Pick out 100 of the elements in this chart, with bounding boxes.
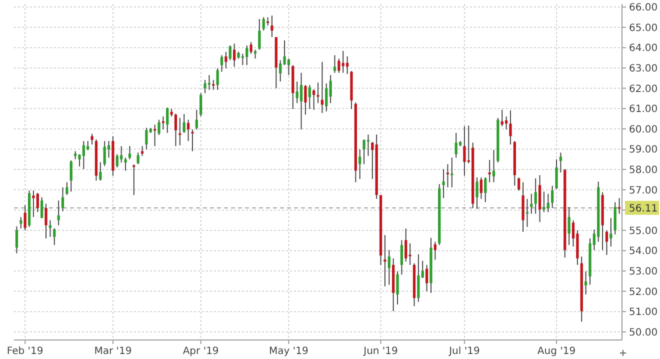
candlestick [421, 260, 424, 279]
candlestick [200, 92, 202, 117]
candlestick [488, 159, 491, 183]
candlestick [454, 132, 458, 158]
y-tick-label: 52.00 [629, 286, 658, 298]
y-tick-label: 62.00 [629, 84, 658, 95]
candlestick [384, 234, 386, 287]
candlestick [446, 164, 450, 188]
candlestick [480, 176, 483, 200]
candlestick [182, 114, 186, 134]
candlestick [57, 200, 60, 226]
candlestick [610, 217, 612, 248]
candlestick [24, 204, 26, 231]
candlestick [212, 79, 215, 90]
candlestick [551, 185, 554, 209]
candlestick [287, 58, 290, 76]
candlestick [20, 216, 22, 230]
x-tick-label: Aug '19 [537, 346, 576, 357]
candlestick [388, 250, 390, 286]
y-tick-label: 53.00 [629, 266, 658, 278]
candlestick [103, 140, 106, 167]
candlestick [120, 146, 123, 164]
candlestick [178, 117, 182, 146]
candlestick [246, 44, 248, 66]
y-tick-label: 57.00 [629, 185, 658, 196]
y-tick-label: 65.00 [629, 22, 658, 34]
candlestick [568, 206, 570, 246]
candlestick [61, 186, 64, 212]
candlestick [40, 196, 44, 219]
y-tick-label: 59.00 [629, 144, 658, 156]
candlestick [204, 79, 206, 94]
candlestick [325, 82, 328, 112]
candlestick [614, 202, 616, 235]
candlestick [329, 74, 332, 104]
candlestick [404, 228, 408, 262]
candlestick [338, 58, 340, 74]
candlestick [216, 68, 219, 90]
candlestick [463, 126, 466, 176]
candlestick [333, 54, 336, 74]
candlestick [191, 128, 194, 152]
candlestick [316, 82, 320, 104]
candlestick [186, 119, 190, 142]
y-tick-label: 63.00 [629, 63, 658, 74]
candlestick [371, 142, 374, 180]
candlestick [518, 177, 520, 192]
y-tick-label: 54.00 [629, 246, 658, 258]
candlestick [82, 140, 85, 170]
candlestick [258, 18, 261, 50]
x-tick-label: Jul '19 [448, 346, 480, 357]
candlestick [492, 149, 496, 183]
x-tick-label: May '19 [269, 346, 308, 357]
candlestick [195, 109, 198, 130]
candlestick [358, 148, 362, 180]
x-tick-label: Jun '19 [362, 346, 398, 357]
candlestick [442, 168, 445, 199]
candlestick [174, 113, 178, 147]
candlestick [362, 138, 366, 165]
candlestick [555, 158, 558, 190]
candlestick [605, 230, 608, 256]
candlestick [304, 84, 307, 116]
candlestick [90, 133, 94, 145]
y-tick-label: 64.00 [629, 43, 658, 54]
candlestick [99, 162, 102, 182]
candlestick [132, 164, 136, 196]
candlestick [250, 41, 252, 54]
candlestick [526, 198, 529, 228]
x-tick-label: Apr '19 [182, 346, 219, 357]
y-tick-label: 60.00 [629, 124, 658, 136]
candlestick [224, 51, 228, 69]
candlestick [296, 81, 298, 104]
x-tick-label: Mar '19 [94, 346, 132, 357]
candlestick [534, 178, 537, 214]
candlestick [70, 160, 72, 192]
candlestick [53, 228, 56, 246]
y-tick-label: 58.00 [629, 164, 658, 176]
candlestick [408, 242, 412, 266]
candlestick [425, 264, 428, 292]
candlestick [228, 44, 232, 61]
candlestick [542, 191, 546, 213]
candlestick [308, 84, 311, 110]
candlestick [145, 127, 148, 150]
candlestick [559, 152, 562, 174]
candlestick [116, 154, 118, 168]
y-tick-label: 61.00 [629, 104, 658, 116]
candlestick [44, 203, 48, 239]
candlestick [312, 88, 316, 110]
candlestick [208, 74, 211, 90]
candlestick [584, 270, 588, 296]
candlestick [15, 226, 18, 254]
candlestick [417, 254, 420, 302]
candlestick [270, 15, 274, 38]
candlestick [124, 157, 127, 172]
x-tick-label: Feb '19 [6, 346, 44, 357]
candlestick [366, 134, 370, 156]
candlestick [262, 16, 265, 32]
candlestick [32, 190, 35, 218]
candlestick [166, 107, 169, 134]
candlestick [232, 43, 236, 68]
candlestick [300, 72, 303, 130]
y-tick-label: 50.00 [629, 327, 658, 338]
